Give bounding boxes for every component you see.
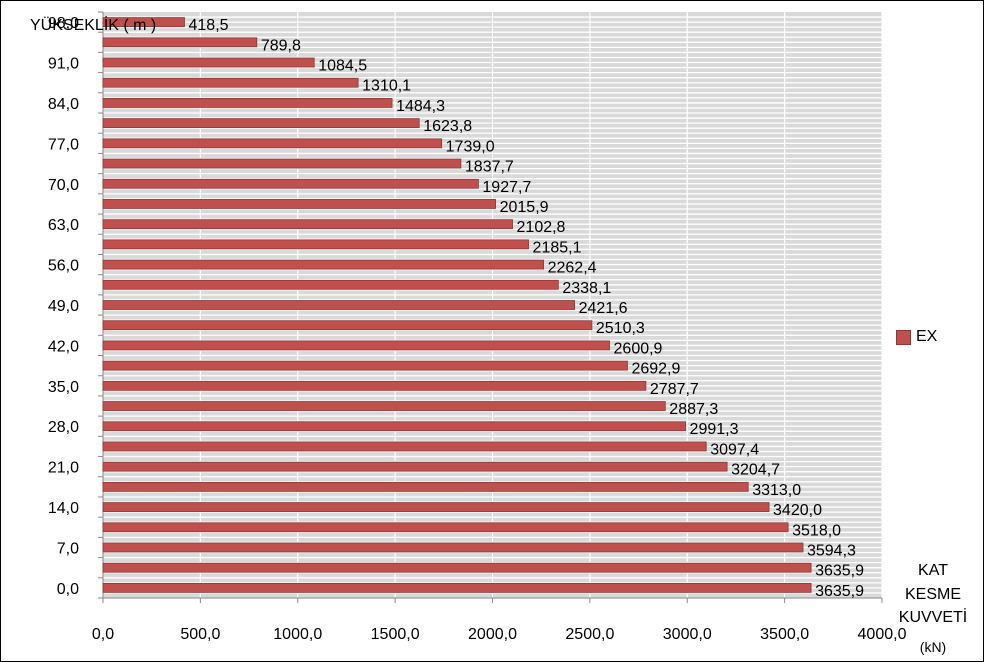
y-tick-label: 35,0 — [48, 379, 79, 396]
y-tick-label: 77,0 — [48, 136, 79, 153]
bar-ex — [102, 320, 593, 331]
bar-value-label: 2787,7 — [650, 381, 699, 398]
bar-value-label: 418,5 — [189, 17, 229, 34]
bar-ex — [102, 340, 610, 351]
bar-value-label: 3594,3 — [807, 542, 856, 559]
bar-value-label: 1739,0 — [446, 138, 495, 155]
bar-ex — [102, 17, 185, 28]
bar-value-label: 2991,3 — [690, 421, 739, 438]
bar-value-label: 3420,0 — [773, 502, 822, 519]
bar-value-label: 3635,9 — [815, 563, 864, 580]
bar-value-label: 1310,1 — [362, 78, 411, 95]
bar-ex — [102, 481, 749, 492]
bar-value-label: 3635,9 — [815, 583, 864, 600]
legend-swatch-ex — [896, 329, 911, 345]
bar-value-label: 2510,3 — [596, 320, 645, 337]
bar-value-label: 3518,0 — [792, 522, 841, 539]
bar-ex — [102, 401, 666, 411]
bar-value-label: 789,8 — [261, 37, 301, 54]
x-tick-label: 2500,0 — [565, 626, 614, 643]
bar-value-label: 2015,9 — [500, 199, 549, 216]
y-tick-label: 7,0 — [57, 540, 79, 557]
y-axis-label: YÜKSEKLİK ( m ) — [30, 15, 156, 34]
bar-ex — [102, 118, 420, 129]
bar-ex — [102, 77, 359, 88]
y-tick-label: 98,0 — [48, 15, 79, 32]
bar-ex — [102, 380, 647, 391]
bar-ex — [102, 279, 559, 290]
y-tick-label: 28,0 — [48, 419, 79, 436]
bar-value-label: 1084,5 — [318, 58, 367, 75]
y-tick-label: 63,0 — [48, 217, 79, 234]
y-tick-label: 84,0 — [48, 96, 79, 113]
y-tick-label: 0,0 — [57, 581, 79, 598]
bar-value-label: 1623,8 — [423, 118, 472, 135]
y-tick-label: 14,0 — [48, 500, 79, 517]
bar-value-label: 2338,1 — [562, 280, 611, 297]
y-tick-label: 91,0 — [48, 56, 79, 73]
bar-ex — [102, 199, 496, 209]
bar-ex — [102, 239, 529, 250]
bar-ex — [102, 461, 728, 472]
x-axis-label-line: KESME — [905, 586, 961, 603]
bar-ex — [102, 300, 576, 310]
bar-value-label: 2692,9 — [631, 361, 680, 378]
bar-ex — [102, 158, 462, 169]
bar-value-label: 2262,4 — [548, 260, 597, 277]
bar-ex — [102, 502, 770, 512]
y-tick-label: 21,0 — [48, 460, 79, 477]
bar-ex — [102, 360, 628, 371]
y-tick-label: 70,0 — [48, 177, 79, 194]
x-tick-label: 1000,0 — [273, 626, 322, 643]
y-tick-label: 56,0 — [48, 258, 79, 275]
x-tick-label: 500,0 — [180, 626, 220, 643]
bar-value-label: 3097,4 — [710, 441, 759, 458]
bar-ex — [102, 98, 393, 108]
bar-ex — [102, 441, 707, 452]
bar-ex — [102, 562, 812, 573]
bar-ex — [102, 37, 258, 48]
x-tick-label: 1500,0 — [371, 626, 420, 643]
bar-value-label: 1837,7 — [465, 159, 514, 176]
bar-value-label: 2887,3 — [669, 401, 718, 418]
bar-ex — [102, 421, 686, 432]
y-tick-label: 49,0 — [48, 298, 79, 315]
x-tick-label: 3500,0 — [760, 626, 809, 643]
bar-ex — [102, 138, 443, 149]
bar-ex — [102, 219, 513, 230]
x-tick-label: 3000,0 — [663, 626, 712, 643]
bar-value-label: 1484,3 — [396, 98, 445, 115]
bar-ex — [102, 259, 545, 270]
x-tick-label: 0,0 — [92, 626, 114, 643]
bar-ex — [102, 582, 812, 593]
bar-value-label: 2185,1 — [533, 239, 582, 256]
bar-value-label: 2600,9 — [614, 340, 663, 357]
x-axis-label-line: KUVVETİ — [899, 607, 967, 626]
bar-ex — [102, 178, 479, 189]
y-tick-label: 42,0 — [48, 338, 79, 355]
bar-ex — [102, 542, 804, 553]
bar-value-label: 1927,7 — [482, 179, 531, 196]
legend-label-ex: EX — [916, 328, 938, 345]
x-axis-label-line: (kN) — [920, 639, 946, 655]
bar-value-label: 3313,0 — [752, 482, 801, 499]
x-axis-label-line: KAT — [918, 562, 948, 579]
bar-ex — [102, 57, 315, 68]
x-tick-label: 4000,0 — [858, 626, 907, 643]
bar-value-label: 3204,7 — [731, 462, 780, 479]
bar-value-label: 2102,8 — [517, 219, 566, 236]
x-tick-label: 2000,0 — [468, 626, 517, 643]
bar-ex — [102, 522, 789, 533]
bar-value-label: 2421,6 — [579, 300, 628, 317]
legend: EX — [896, 328, 937, 346]
